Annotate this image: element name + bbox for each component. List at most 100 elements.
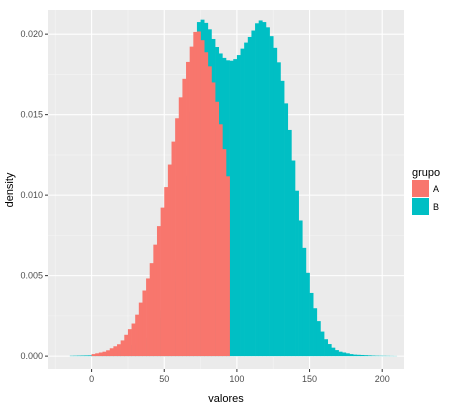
histogram-bar-b <box>265 27 270 357</box>
histogram-bar-b <box>338 351 343 357</box>
histogram-bar-a <box>204 52 209 357</box>
histogram-bar-a <box>207 66 212 357</box>
x-tick-label: 200 <box>375 374 390 384</box>
histogram-bar-b <box>295 190 299 357</box>
histogram-bar-a <box>175 118 180 357</box>
histogram-bar-a <box>193 31 198 357</box>
histogram-bar-a <box>102 351 107 357</box>
histogram-bar-b <box>371 355 376 357</box>
x-tick-label: 50 <box>159 374 169 384</box>
histogram-bar-b <box>364 355 368 357</box>
y-tick-label: 0.000 <box>20 351 43 361</box>
histogram-bar-b <box>356 354 361 357</box>
histogram-bar-b <box>273 47 278 357</box>
histogram-bar-b <box>302 247 307 357</box>
histogram-bar-a <box>98 352 103 357</box>
histogram-bar-a <box>120 340 125 357</box>
histogram-bar-b <box>262 22 267 357</box>
legend: grupo A B <box>412 167 440 215</box>
histogram-bar-a <box>186 61 190 357</box>
histogram-bar-b <box>276 62 281 357</box>
x-tick-label: 100 <box>229 374 244 384</box>
histogram-bar-b <box>77 355 81 357</box>
histogram-bar-b <box>334 350 339 357</box>
histogram-bar-b <box>360 354 365 357</box>
histogram-bar-a <box>178 97 183 357</box>
x-tick-label: 0 <box>89 374 94 384</box>
y-tick-label: 0.015 <box>20 110 43 120</box>
histogram-bar-a <box>222 149 227 357</box>
histogram-bar-b <box>284 103 289 357</box>
y-axis-ticks: 0.000 0.005 0.010 0.015 0.020 <box>20 29 48 361</box>
histogram-bar-a <box>226 176 230 357</box>
legend-key-a <box>412 180 429 197</box>
histogram-bar-b <box>331 347 336 357</box>
histogram-bar-b <box>367 355 372 357</box>
histogram-bar-b <box>244 42 249 357</box>
histogram-bar-b <box>80 355 85 357</box>
histogram-bar-a <box>189 46 194 357</box>
histogram-bar-a <box>156 226 161 357</box>
histogram-bar-b <box>269 36 274 357</box>
histogram-bar-a <box>124 334 129 357</box>
histogram-bar-b <box>87 355 92 357</box>
histogram-bar-a <box>91 354 96 357</box>
histogram-bar-a <box>196 31 201 357</box>
histogram-bar-b <box>247 36 252 357</box>
histogram-bar-a <box>211 82 216 357</box>
histogram-bar-a <box>153 244 158 357</box>
histogram-bar-b <box>251 30 256 357</box>
histogram-bar-a <box>200 40 205 357</box>
histogram-bar-b <box>345 353 350 357</box>
y-axis-title: density <box>4 172 16 207</box>
histogram-bar-b <box>255 23 259 357</box>
histogram-bar-a <box>135 314 140 357</box>
y-tick-label: 0.005 <box>20 271 43 281</box>
histogram-bar-a <box>146 278 151 357</box>
histogram-bar-b <box>280 80 285 357</box>
x-axis-title: valores <box>208 393 244 405</box>
histogram-bar-b <box>84 355 89 357</box>
histogram-bar-a <box>131 323 136 357</box>
y-tick-label: 0.010 <box>20 190 43 200</box>
histogram-bar-a <box>164 187 169 357</box>
histogram-bar-a <box>95 353 100 357</box>
histogram-bar-b <box>342 352 347 357</box>
histogram-bar-b <box>324 339 329 357</box>
histogram-bar-b <box>349 354 354 357</box>
histogram-bar-a <box>218 124 223 357</box>
histogram-bar-a <box>113 346 118 357</box>
histogram-bar-b <box>233 59 238 357</box>
histogram-bar-b <box>309 292 314 357</box>
histogram-bar-a <box>171 141 176 357</box>
legend-label-a: A <box>433 184 439 194</box>
x-tick-label: 150 <box>302 374 317 384</box>
histogram-bar-a <box>106 350 111 357</box>
histogram-bar-a <box>160 207 165 357</box>
histogram-bar-b <box>298 220 303 357</box>
histogram-bar-b <box>287 129 292 357</box>
histogram-bar-b <box>353 354 358 357</box>
histogram-bar-b <box>316 321 321 357</box>
histogram-bar-b <box>236 55 241 357</box>
histogram-bar-a <box>167 164 172 357</box>
histogram-bar-a <box>117 344 121 357</box>
histogram-bar-b <box>305 272 310 357</box>
legend-label-b: B <box>433 202 439 212</box>
histogram-bar-a <box>142 290 147 357</box>
histogram-bar-b <box>327 344 332 357</box>
histogram-bar-a <box>127 329 132 357</box>
histogram-bar-a <box>215 101 220 357</box>
histogram-bar-a <box>109 348 114 357</box>
y-tick-label: 0.020 <box>20 29 43 39</box>
histogram-bar-a <box>149 263 154 357</box>
histogram-bar-b <box>313 308 318 357</box>
histogram-bar-b <box>229 60 234 357</box>
legend-title: grupo <box>412 167 440 179</box>
histogram-bar-b <box>291 160 296 357</box>
histogram-bar-a <box>138 302 143 357</box>
histogram-bar-a <box>182 78 187 357</box>
histogram-bar-b <box>258 20 263 357</box>
x-axis-ticks: 0 50 100 150 200 <box>89 369 390 384</box>
